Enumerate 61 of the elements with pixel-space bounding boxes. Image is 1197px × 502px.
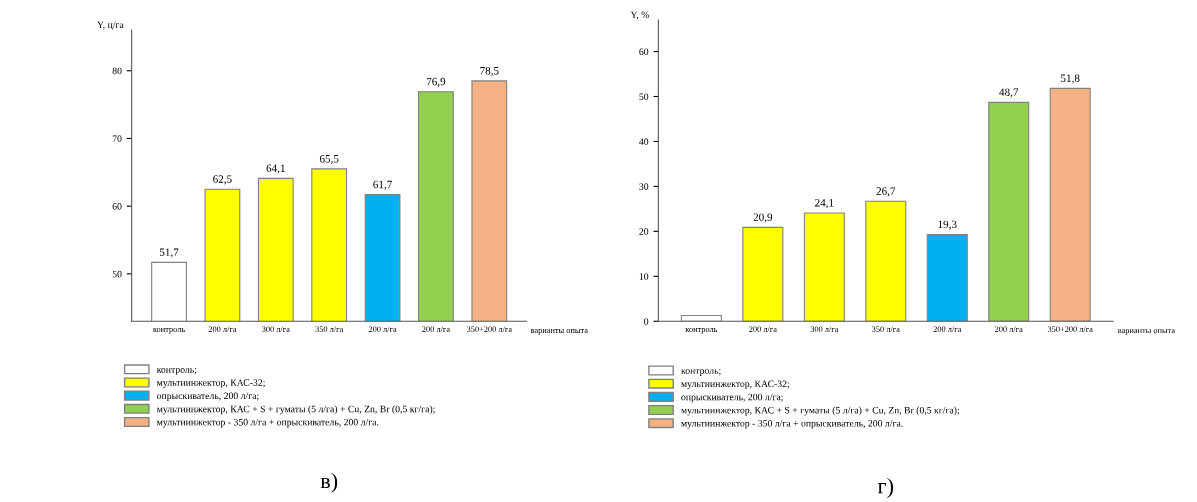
bar xyxy=(742,226,784,322)
bar xyxy=(865,200,907,322)
x-tick-label: 350 л/га xyxy=(315,326,344,333)
legend-label: мультиинжектор, КАС + S + гуматы (5 л/га) + Cu, Zn, Br (0,5 кг/га); xyxy=(156,405,435,415)
data-label: 76,9 xyxy=(426,77,446,87)
bar xyxy=(680,314,722,322)
y-tick-label: 70 xyxy=(112,135,122,142)
legend-label: опрыскиватель, 200 л/га; xyxy=(157,392,259,402)
data-label: 62,5 xyxy=(213,175,232,185)
y-axis-title: Y, % xyxy=(630,11,649,20)
x-axis-title: варианты опыта xyxy=(530,328,588,335)
data-label: 48,7 xyxy=(999,88,1019,98)
x-tick-label: 200 л/га xyxy=(749,326,777,333)
bar xyxy=(926,233,968,322)
x-axis-title: варианты опыта xyxy=(1117,329,1175,335)
text: в) xyxy=(320,472,338,493)
legend-label: мультиинжектор - 350 л/га + опрыскиватель, 200 л/га. xyxy=(156,418,379,428)
legend-label: контроль; xyxy=(681,369,721,376)
data-label: 20,9 xyxy=(753,213,773,223)
data-label: 26,7 xyxy=(876,187,896,197)
x-tick-label: 200 л/га xyxy=(994,326,1023,333)
data-label: 24,1 xyxy=(815,199,834,209)
bar xyxy=(988,101,1030,322)
bar xyxy=(803,212,845,322)
x-tick-label: 200 л/га xyxy=(933,326,962,333)
text: г) xyxy=(877,477,894,499)
legend-label: опрыскиватель, 200 л/га; xyxy=(681,393,783,403)
data-label: 51,8 xyxy=(1061,74,1080,84)
y-tick-label: 60 xyxy=(639,48,649,56)
x-tick-label: контроль xyxy=(685,328,718,334)
data-label: 78,5 xyxy=(480,66,499,77)
bar xyxy=(1049,87,1091,322)
data-label: 19,3 xyxy=(938,220,957,230)
x-tick-label: 350+200 л/га xyxy=(1047,326,1093,333)
data-label: 64,1 xyxy=(266,164,285,174)
data-label: 65,5 xyxy=(319,155,339,165)
x-tick-label: 350 л/га xyxy=(872,326,900,333)
y-tick-label: 80 xyxy=(112,67,122,75)
legend-label: мультиинжектор, КАС + S + гуматы (5 л/га) + Cu, Zn, Br (0,5 кг/га); xyxy=(681,406,959,416)
y-tick-label: 0 xyxy=(644,318,649,325)
x-tick-label: 300 л/га xyxy=(262,326,290,333)
x-tick-label: 200 л/га xyxy=(368,326,397,333)
legend-label: мультиинжектор, КАС-32; xyxy=(681,380,789,390)
x-tick-label: 200 л/га xyxy=(422,326,450,333)
x-tick-label: 350+200 л/га xyxy=(467,326,512,333)
legend-label: мультиинжектор, КАС-32; xyxy=(156,379,265,388)
x-tick-label: 200 л/га xyxy=(208,326,237,333)
legend-label: мультиинжектор - 350 л/га + опрыскиватель, 200 л/га. xyxy=(681,420,903,429)
y-axis-title: Y, ц/га xyxy=(97,21,124,30)
y-tick-label: 50 xyxy=(112,270,122,278)
y-tick-label: 40 xyxy=(639,138,649,145)
y-tick-label: 30 xyxy=(639,183,649,190)
x-tick-label: контроль xyxy=(153,328,185,334)
y-tick-label: 60 xyxy=(112,203,122,210)
data-label: 61,7 xyxy=(373,180,392,190)
data-label: 51,7 xyxy=(159,248,179,258)
x-tick-label: 300 л/га xyxy=(810,326,839,333)
legend-label: контроль; xyxy=(156,368,197,375)
y-tick-label: 20 xyxy=(639,228,649,235)
y-tick-label: 10 xyxy=(639,273,649,280)
y-tick-label: 50 xyxy=(639,93,649,100)
